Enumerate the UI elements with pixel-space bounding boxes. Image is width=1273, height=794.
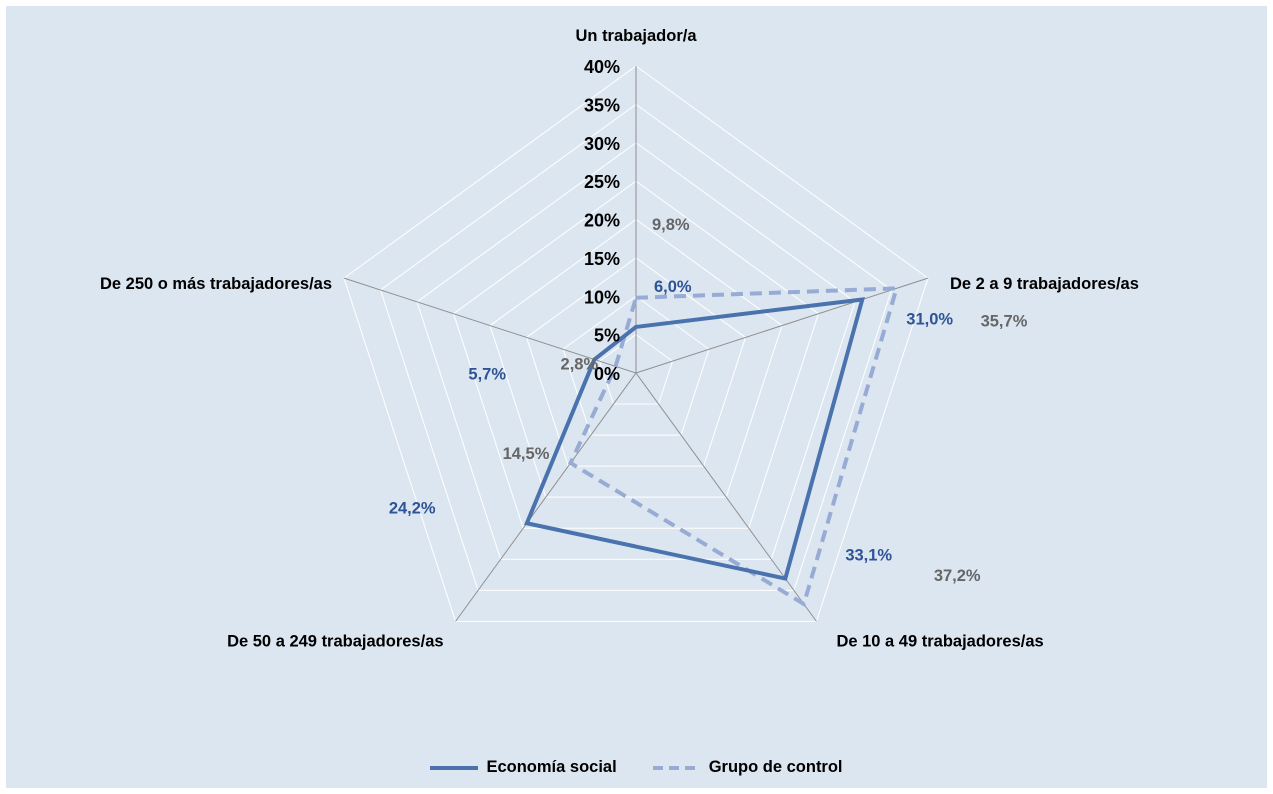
axis-spoke xyxy=(343,277,637,374)
data-label-economia-social: 31,0% xyxy=(906,310,953,328)
data-label-grupo-de-control: 9,8% xyxy=(652,216,690,234)
category-label: De 10 a 49 trabajadores/as xyxy=(836,632,1043,650)
category-label: De 2 a 9 trabajadores/as xyxy=(950,275,1139,293)
series-layer xyxy=(524,286,900,608)
legend-item-economia-social: Economía social xyxy=(430,758,617,777)
category-label: De 250 o más trabajadores/as xyxy=(100,275,332,293)
data-label-grupo-de-control: 14,5% xyxy=(503,445,550,463)
legend-label: Economía social xyxy=(486,758,617,776)
category-label-layer: Un trabajador/a De 2 a 9 trabajadores/as D… xyxy=(100,27,1139,650)
axis-tick-label: 15% xyxy=(584,249,620,269)
axis-tick-label: 20% xyxy=(584,211,620,231)
grid-ring xyxy=(562,295,710,436)
data-label-grupo-de-control: 35,7% xyxy=(981,312,1028,330)
data-label-economia-social: 33,1% xyxy=(845,547,892,565)
legend-swatch-solid-line xyxy=(430,765,479,770)
grid-layer xyxy=(343,65,929,622)
tick-label-layer: 0% 5% 10% 15% 20% 25% 30% 35% 40% xyxy=(584,57,620,384)
axis-tick-label: 5% xyxy=(594,326,620,346)
category-label: De 50 a 249 trabajadores/as xyxy=(227,632,443,650)
data-label-grupo-de-control: 2,8% xyxy=(561,355,599,373)
data-label-economia-social: 5,7% xyxy=(468,365,506,383)
axis-spoke xyxy=(635,277,929,374)
legend-swatch-dashed-line xyxy=(652,765,701,770)
axis-tick-label: 10% xyxy=(584,287,620,307)
grid-ring xyxy=(416,142,856,560)
data-label-economia-social: 6,0% xyxy=(654,278,692,296)
series-line-economia-social xyxy=(524,297,866,581)
data-label-grupo-de-control: 37,2% xyxy=(934,567,981,585)
grid-ring xyxy=(598,334,674,405)
data-label-economia-social: 24,2% xyxy=(389,499,436,517)
data-label-layer: 6,0% 31,0% 33,1% 24,2% 5,7% 9,8% 35,7% 37,2% 14,… xyxy=(389,216,1028,585)
legend: Economía social Grupo de control xyxy=(0,758,1273,777)
axis-tick-label: 0% xyxy=(594,364,620,384)
axis-tick-label: 40% xyxy=(584,57,620,77)
grid-ring xyxy=(343,65,929,622)
category-label: Un trabajador/a xyxy=(575,27,697,45)
axis-tick-label: 25% xyxy=(584,172,620,192)
grid-ring xyxy=(489,218,783,498)
axis-tick-label: 30% xyxy=(584,134,620,154)
axis-tick-label: 35% xyxy=(584,95,620,115)
legend-item-grupo-de-control: Grupo de control xyxy=(652,758,843,777)
spoke-layer xyxy=(343,66,929,622)
axis-spoke xyxy=(455,372,637,622)
series-line-grupo-de-control xyxy=(568,286,900,608)
grid-ring xyxy=(379,103,893,591)
grid-ring xyxy=(525,257,747,467)
legend-label: Grupo de control xyxy=(708,758,843,776)
